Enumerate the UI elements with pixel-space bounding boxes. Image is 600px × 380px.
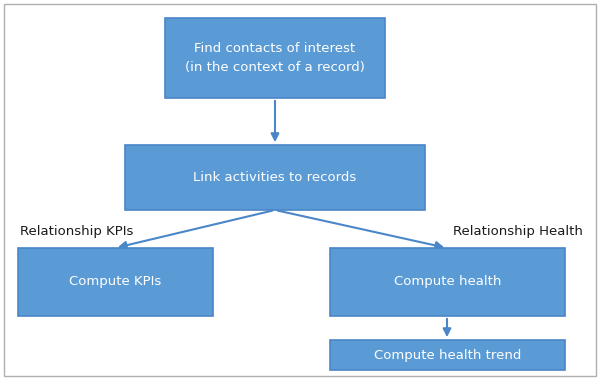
- Text: Find contacts of interest
(in the context of a record): Find contacts of interest (in the contex…: [185, 43, 365, 73]
- Text: Compute health: Compute health: [394, 276, 501, 288]
- FancyBboxPatch shape: [125, 145, 425, 210]
- FancyBboxPatch shape: [18, 248, 213, 316]
- Text: Relationship Health: Relationship Health: [453, 225, 583, 238]
- FancyBboxPatch shape: [165, 18, 385, 98]
- Text: Link activities to records: Link activities to records: [193, 171, 356, 184]
- Text: Relationship KPIs: Relationship KPIs: [20, 225, 133, 238]
- Text: Compute KPIs: Compute KPIs: [70, 276, 161, 288]
- Text: Compute health trend: Compute health trend: [374, 348, 521, 361]
- FancyBboxPatch shape: [330, 248, 565, 316]
- FancyBboxPatch shape: [330, 340, 565, 370]
